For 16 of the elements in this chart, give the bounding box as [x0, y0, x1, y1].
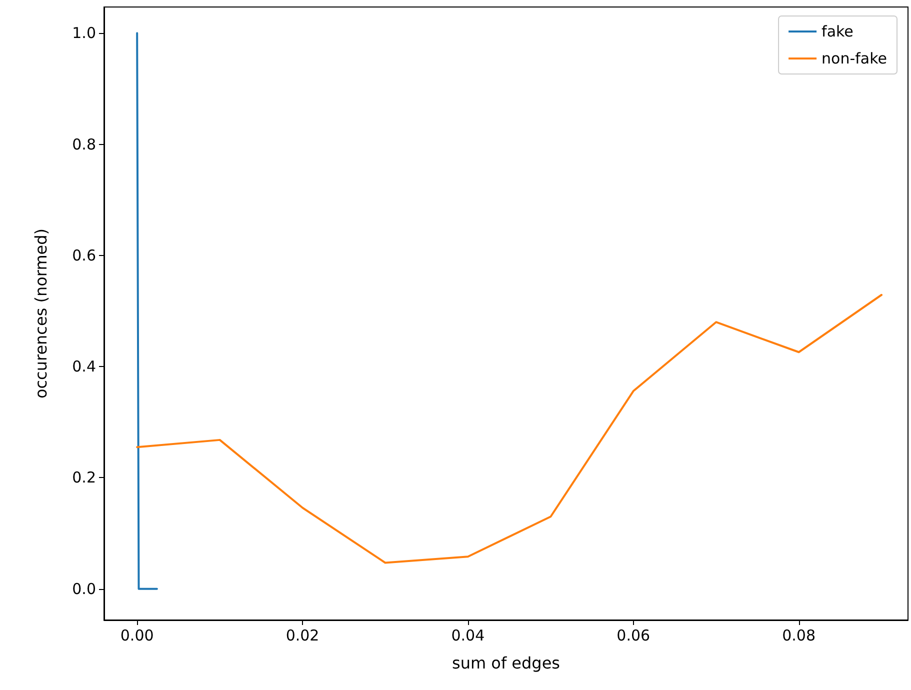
y-tick-label: 0.2 [72, 468, 96, 487]
x-tick-label: 0.08 [782, 626, 816, 644]
line-series [136, 294, 883, 564]
x-axis-title: sum of edges [452, 654, 560, 672]
x-tick-label: 0.06 [616, 626, 650, 644]
y-tick-label: 0.6 [72, 246, 96, 264]
x-tick-label: 0.02 [286, 626, 320, 644]
legend-label: non-fake [822, 50, 888, 68]
y-tick-label: 0.8 [72, 135, 96, 154]
y-axis-title: occurences (normed) [32, 228, 50, 399]
x-tick-label: 0.00 [120, 626, 154, 644]
legend-label: fake [822, 22, 854, 40]
x-tick-label: 0.04 [451, 626, 485, 644]
y-tick-label: 0.0 [72, 580, 96, 598]
y-tick-label: 1.0 [72, 24, 96, 42]
y-tick-label: 0.4 [72, 358, 96, 376]
